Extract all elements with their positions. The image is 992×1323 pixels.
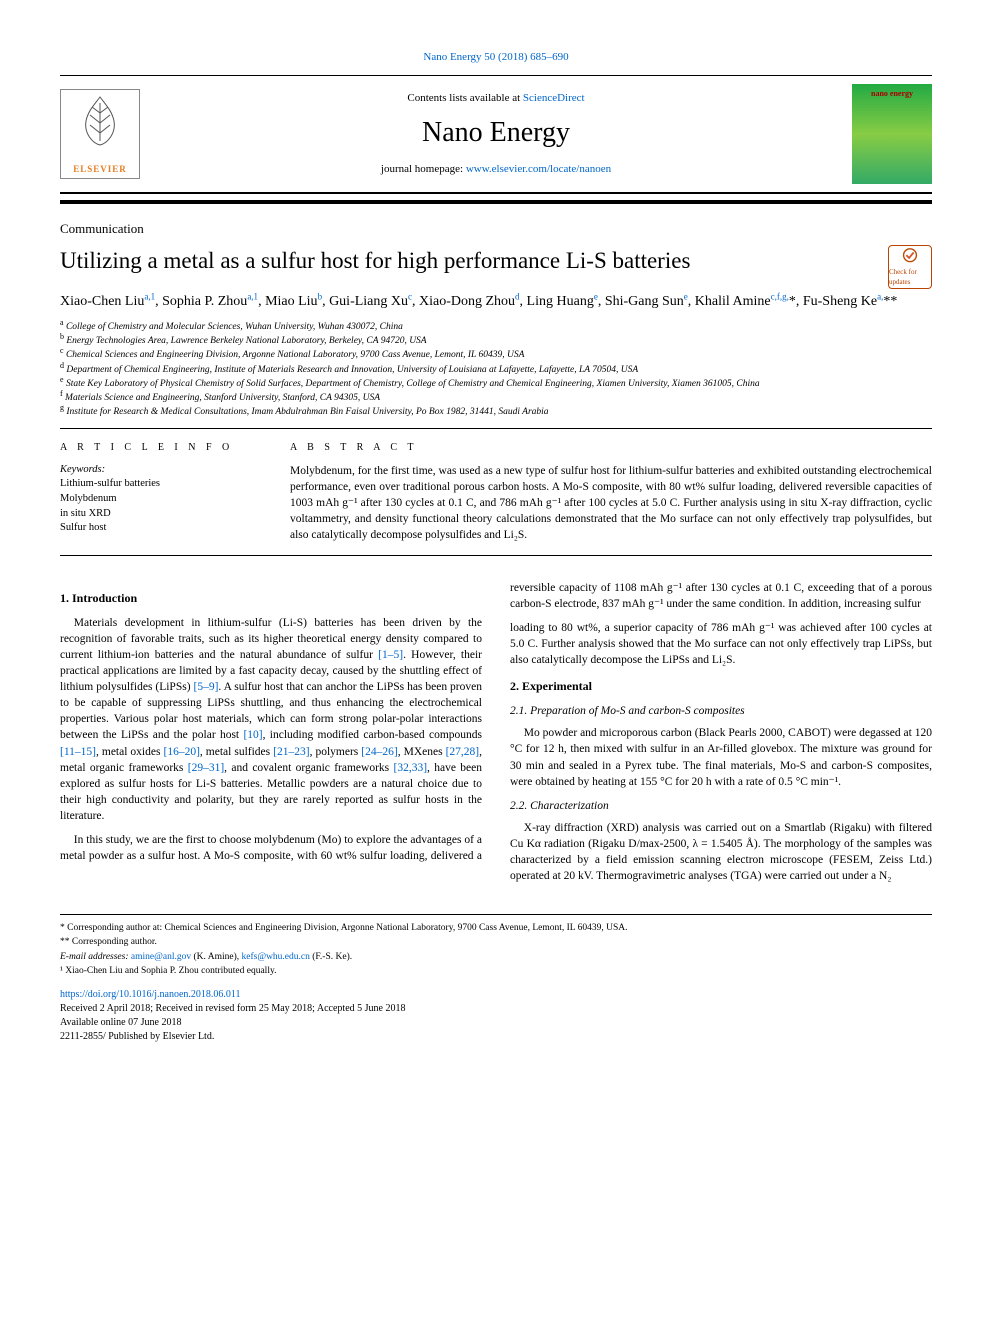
ref-link[interactable]: [5–9]	[194, 681, 219, 693]
article-metadata: https://doi.org/10.1016/j.nanoen.2018.06…	[60, 988, 932, 1044]
online-date: Available online 07 June 2018	[60, 1016, 932, 1030]
affiliation-line: g Institute for Research & Medical Consu…	[60, 405, 932, 419]
ref-link[interactable]: [21–23]	[273, 746, 309, 758]
exp-22-text: X-ray diffraction (XRD) analysis was car…	[510, 820, 932, 884]
affiliation-line: d Department of Chemical Engineering, In…	[60, 363, 932, 377]
article-info: A R T I C L E I N F O Keywords: Lithium-…	[60, 441, 260, 543]
journal-name: Nano Energy	[140, 113, 852, 152]
intro-paragraph-1: Materials development in lithium-sulfur …	[60, 615, 482, 824]
journal-masthead: ELSEVIER Contents lists available at Sci…	[60, 75, 932, 194]
footnote-emails: E-mail addresses: amine@anl.gov (K. Amin…	[60, 950, 932, 964]
email1-name: (K. Amine),	[191, 952, 241, 962]
email2-name: (F.-S. Ke).	[310, 952, 352, 962]
footnotes: * Corresponding author at: Chemical Scie…	[60, 914, 932, 978]
footnote-equal-contrib: ¹ Xiao-Chen Liu and Sophia P. Zhou contr…	[60, 964, 932, 978]
affiliations: a College of Chemistry and Molecular Sci…	[60, 320, 932, 420]
contents-prefix: Contents lists available at	[407, 92, 522, 104]
cover-label: nano energy	[871, 88, 913, 99]
ref-link[interactable]: [11–15]	[60, 746, 96, 758]
publisher-logo: ELSEVIER	[60, 89, 140, 179]
abstract: A B S T R A C T Molybdenum, for the firs…	[290, 441, 932, 543]
sciencedirect-link[interactable]: ScienceDirect	[523, 92, 585, 104]
affiliation-line: b Energy Technologies Area, Lawrence Ber…	[60, 334, 932, 348]
ref-link[interactable]: [16–20]	[163, 746, 199, 758]
section-1-heading: 1. Introduction	[60, 590, 482, 607]
received-dates: Received 2 April 2018; Received in revis…	[60, 1002, 932, 1016]
email-amine-link[interactable]: amine@anl.gov	[131, 952, 191, 962]
email-label: E-mail addresses:	[60, 952, 131, 962]
copyright-line: 2211-2855/ Published by Elsevier Ltd.	[60, 1030, 932, 1044]
affiliation-line: f Materials Science and Engineering, Sta…	[60, 391, 932, 405]
doi-link[interactable]: https://doi.org/10.1016/j.nanoen.2018.06…	[60, 989, 241, 1000]
journal-citation: Nano Energy 50 (2018) 685–690	[60, 50, 932, 65]
section-2-2-heading: 2.2. Characterization	[510, 798, 932, 814]
article-title: Utilizing a metal as a sulfur host for h…	[60, 245, 880, 277]
keyword: Molybdenum	[60, 492, 260, 507]
footnote-corr1: * Corresponding author at: Chemical Scie…	[60, 921, 932, 935]
check-updates-badge[interactable]: Check for updates	[888, 245, 932, 289]
masthead-rule	[60, 200, 932, 204]
keywords-list: Lithium-sulfur batteriesMolybdenumin sit…	[60, 477, 260, 536]
article-info-heading: A R T I C L E I N F O	[60, 441, 260, 455]
check-updates-label: Check for updates	[889, 268, 931, 288]
email-ke-link[interactable]: kefs@whu.edu.cn	[242, 952, 310, 962]
affiliation-line: e State Key Laboratory of Physical Chemi…	[60, 377, 932, 391]
homepage-line: journal homepage: www.elsevier.com/locat…	[140, 162, 852, 177]
elsevier-tree-icon	[73, 93, 127, 162]
homepage-prefix: journal homepage:	[381, 163, 466, 175]
footnote-corr2: ** Corresponding author.	[60, 935, 932, 949]
keywords-label: Keywords:	[60, 463, 260, 478]
intro-paragraph-2b: loading to 80 wt%, a superior capacity o…	[510, 620, 932, 668]
keyword: in situ XRD	[60, 507, 260, 522]
affiliation-line: a College of Chemistry and Molecular Sci…	[60, 320, 932, 334]
citation-link[interactable]: Nano Energy 50 (2018) 685–690	[423, 51, 568, 63]
publisher-name: ELSEVIER	[73, 163, 127, 176]
abstract-text: Molybdenum, for the first time, was used…	[290, 463, 932, 543]
exp-21-text: Mo powder and microporous carbon (Black …	[510, 725, 932, 789]
ref-link[interactable]: [32,33]	[393, 762, 427, 774]
affiliation-line: c Chemical Sciences and Engineering Divi…	[60, 348, 932, 362]
journal-homepage-link[interactable]: www.elsevier.com/locate/nanoen	[466, 163, 611, 175]
ref-link[interactable]: [1–5]	[378, 649, 403, 661]
contents-line: Contents lists available at ScienceDirec…	[140, 91, 852, 106]
ref-link[interactable]: [24–26]	[361, 746, 397, 758]
article-type: Communication	[60, 220, 932, 238]
ref-link[interactable]: [29–31]	[188, 762, 224, 774]
section-2-heading: 2. Experimental	[510, 678, 932, 695]
abstract-heading: A B S T R A C T	[290, 441, 932, 455]
ref-link[interactable]: [27,28]	[446, 746, 480, 758]
keyword: Sulfur host	[60, 521, 260, 536]
keyword: Lithium-sulfur batteries	[60, 477, 260, 492]
ref-link[interactable]: [10]	[243, 729, 262, 741]
journal-cover-thumb: nano energy	[852, 84, 932, 184]
section-2-1-heading: 2.1. Preparation of Mo-S and carbon-S co…	[510, 703, 932, 719]
author-list: Xiao-Chen Liua,1, Sophia P. Zhoua,1, Mia…	[60, 291, 932, 312]
body-text: 1. Introduction Materials development in…	[60, 580, 932, 884]
